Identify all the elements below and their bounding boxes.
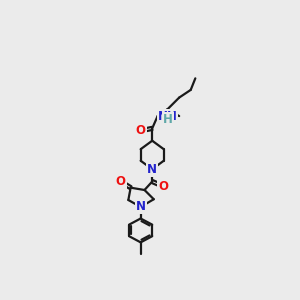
Text: N: N xyxy=(147,163,157,176)
Text: N: N xyxy=(136,200,146,213)
Text: O: O xyxy=(116,175,126,188)
Text: H: H xyxy=(163,113,173,126)
Text: O: O xyxy=(136,124,146,137)
Text: NH: NH xyxy=(158,110,178,123)
Text: O: O xyxy=(158,180,168,193)
